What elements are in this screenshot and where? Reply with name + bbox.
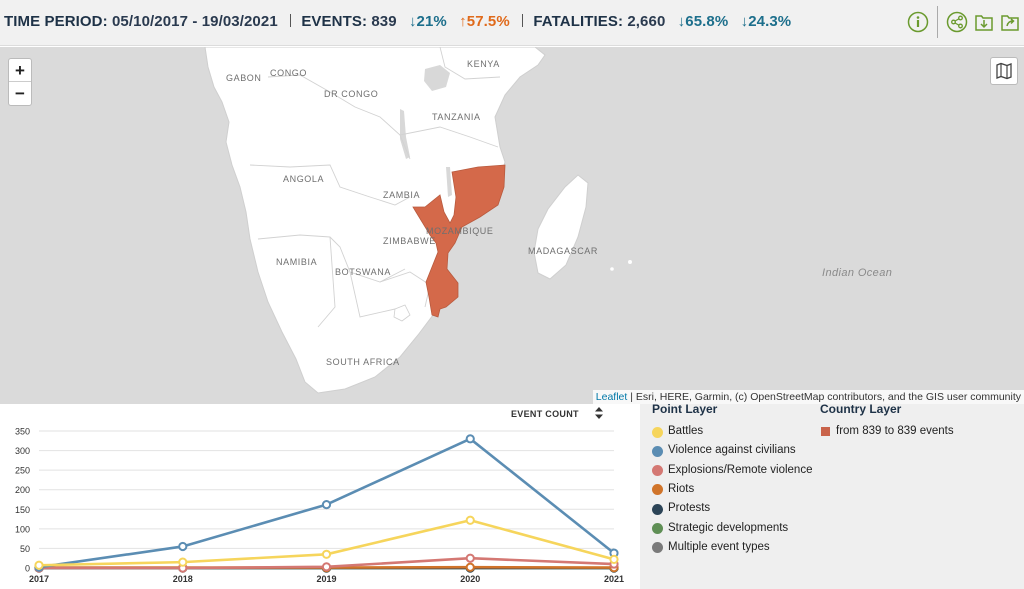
y-tick-label: 100 [15,524,30,534]
info-icon[interactable] [907,11,929,33]
data-point [34,560,44,570]
stats-header: TIME PERIOD: 05/10/2017 - 19/03/2021 EVE… [0,0,1024,46]
events-value: 839 [371,13,397,30]
country-layer-title: Country Layer [820,402,902,416]
country-layer-item: from 839 to 839 events [836,425,954,437]
events-label: EVENTS: [301,13,368,30]
data-point [321,562,332,572]
data-point [465,562,475,572]
map-label-angola: ANGOLA [283,174,325,184]
attribution-text: | Esri, HERE, Garmin, (c) OpenStreetMap … [627,391,1021,403]
map-label-mozambique: MOZAMBIQUE [426,226,494,236]
map-label-kenya: KENYA [467,59,500,69]
y-tick-label: 0 [25,564,30,574]
data-point [609,554,619,564]
leaflet-link[interactable]: Leaflet [595,391,628,403]
x-tick-label: 2018 [173,574,193,584]
zoom-control: + − [8,58,32,106]
events-change-down: ↓21% [408,13,447,30]
time-period-label: TIME PERIOD: [4,13,108,30]
legend-dot [652,445,663,457]
legend-dot [652,503,663,515]
legend-item[interactable]: Protests [668,502,711,515]
bottom-panel: 0 50 100 150 200 250 300 350 2017 2018 2019 2020 202… [0,402,1024,589]
layers-button[interactable] [990,57,1018,85]
basemap [204,47,632,394]
divider [522,14,524,27]
map-label-zambia: ZAMBIA [383,190,421,200]
lake-malawi [446,167,452,197]
map-view[interactable]: GABON CONGO DR CONGO KENYA TANZANIA ANGO… [0,47,1024,404]
legend-item[interactable]: Riots [668,482,695,495]
map-label-botswana: BOTSWANA [335,267,391,277]
summary-stats: TIME PERIOD: 05/10/2017 - 19/03/2021 EVE… [4,13,791,30]
events-change-up: ↑57.5% [459,13,510,30]
map-label-tanzania: TANZANIA [432,112,481,122]
map-attribution: Leaflet | Esri, HERE, Garmin, (c) OpenSt… [592,390,1024,404]
map-label-indian-ocean: Indian Ocean [822,267,893,279]
y-tick-label: 350 [15,427,30,437]
zoom-out-button[interactable]: − [15,84,25,103]
lesotho-shape [393,304,411,322]
map-label-madagascar: MADAGASCAR [528,246,599,256]
map-label-namibia: NAMIBIA [276,257,318,267]
fatalities-change-down-2: ↓24.3% [740,13,792,30]
map-label-gabon: GABON [226,73,262,83]
download-icon[interactable] [973,11,995,33]
event-count-chart: 0 50 100 150 200 250 300 350 2017 2018 2019 2020 202… [15,427,624,585]
fatalities-change-down-1: ↓65.8% [677,13,729,30]
legend-item[interactable]: Violence against civilians [668,444,796,457]
legend-dot [652,426,663,438]
mauritius-island [628,260,632,264]
x-tick-label: 2017 [29,574,49,584]
divider [290,14,292,27]
chart-panel: 0 50 100 150 200 250 300 350 2017 2018 2019 2020 202… [0,404,640,589]
legend-item[interactable]: Multiple event types [668,540,770,553]
data-point [465,553,475,563]
point-layer-title: Point Layer [652,402,718,416]
y-tick-label: 150 [15,505,30,515]
data-point [178,541,188,552]
map-label-dr-congo: DR CONGO [324,89,379,99]
time-period-value: 05/10/2017 - 19/03/2021 [111,13,278,30]
data-point [465,434,475,444]
map-icon [996,62,1012,80]
y-tick-label: 50 [20,544,30,554]
data-point [321,549,332,559]
legend-dot [652,542,663,554]
y-tick-label: 250 [15,466,30,476]
legend-item[interactable]: Strategic developments [668,521,789,534]
map-label-zimbabwe: ZIMBABWE [383,236,436,246]
share-icon[interactable] [946,11,968,33]
madagascar-island [533,174,589,280]
x-tick-label: 2019 [316,574,336,584]
header-divider [937,6,938,38]
data-point [178,557,188,567]
legend-item[interactable]: Battles [668,425,704,437]
y-tick-label: 200 [15,485,30,495]
data-point [321,499,332,510]
sort-icon[interactable] [594,406,604,420]
legend-item[interactable]: Explosions/Remote violence [668,463,813,476]
country-layer-swatch [821,427,830,436]
mozambique-highlight [412,164,506,318]
y-tick-label: 300 [15,446,30,456]
map-label-congo: CONGO [270,68,308,78]
legend-dot [652,484,663,496]
map-label-south-africa: SOUTH AFRICA [326,357,400,367]
zoom-in-button[interactable]: + [9,59,31,82]
reunion-island [610,267,614,271]
fatalities-label: FATALITIES: [533,13,624,30]
metric-selector-label[interactable]: EVENT COUNT [511,409,579,419]
x-tick-label: 2021 [604,574,624,584]
export-icon[interactable] [999,11,1021,33]
legend-dot [652,523,663,534]
legend-dot [652,465,663,477]
lake-victoria [424,65,450,91]
x-tick-label: 2020 [460,574,480,584]
data-point [465,515,475,525]
country-borders [249,47,501,328]
fatalities-value: 2,660 [627,13,666,30]
